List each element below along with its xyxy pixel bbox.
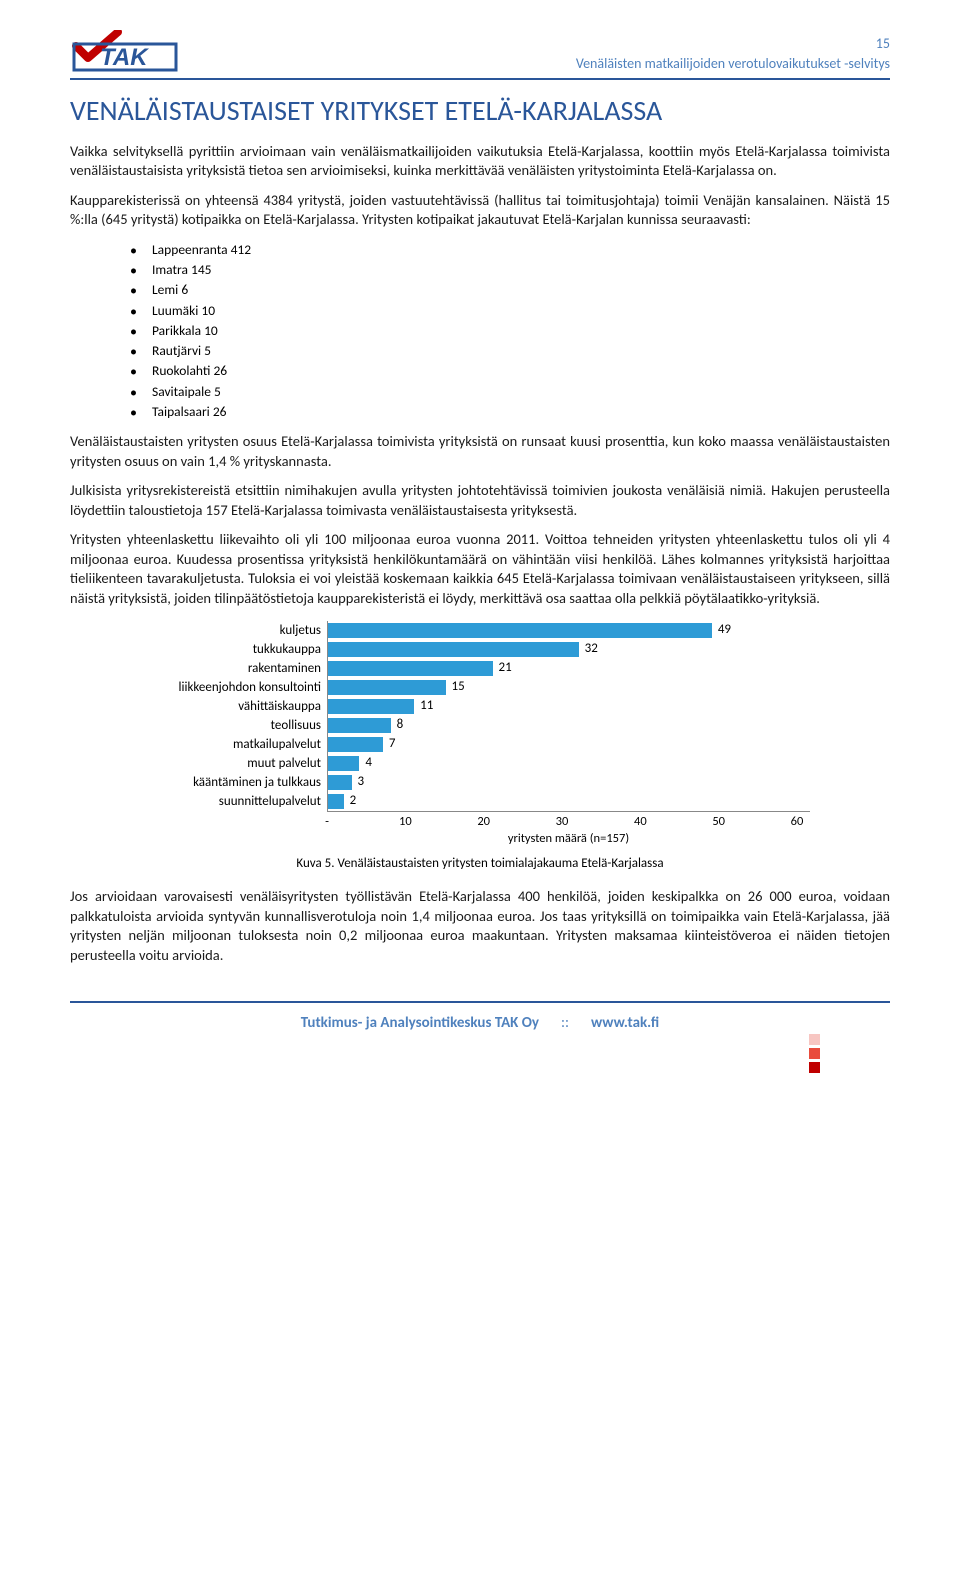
city-list: Lappeenranta 412Imatra 145Lemi 6Luumäki … xyxy=(70,240,890,422)
chart-bar xyxy=(328,680,446,695)
chart-bars-area: 493221151187432 xyxy=(327,621,810,811)
list-item: Ruokolahti 26 xyxy=(130,361,890,381)
chart-bar-row: 8 xyxy=(328,716,810,735)
footer-square-icon xyxy=(809,1048,820,1059)
footer-square-icon xyxy=(809,1034,820,1045)
chart-bar-row: 4 xyxy=(328,754,810,773)
chart-x-tick: - xyxy=(325,814,329,831)
chart-x-axis-title: yritysten määrä (n=157) xyxy=(327,831,810,848)
chart-bar xyxy=(328,794,344,809)
page-title: VENÄLÄISTAUSTAISET YRITYKSET ETELÄ-KARJA… xyxy=(70,94,890,128)
list-item: Parikkala 10 xyxy=(130,321,890,341)
chart-category-label: kääntäminen ja tulkkaus xyxy=(150,773,321,792)
chart-bar-row: 11 xyxy=(328,697,810,716)
list-item: Lemi 6 xyxy=(130,280,890,300)
paragraph-3: Venäläistaustaisten yritysten osuus Etel… xyxy=(70,432,890,471)
chart-bar-row: 7 xyxy=(328,735,810,754)
logo: TAK xyxy=(70,30,180,74)
chart-x-tick: 60 xyxy=(791,814,804,831)
chart-bar-value: 32 xyxy=(585,640,598,658)
chart-bar-row: 3 xyxy=(328,773,810,792)
header-subtitle: Venäläisten matkailijoiden verotulovaiku… xyxy=(576,55,890,74)
chart-bar-value: 49 xyxy=(718,621,731,639)
list-item: Lappeenranta 412 xyxy=(130,240,890,260)
chart-bar-value: 11 xyxy=(420,697,433,715)
chart-bar xyxy=(328,756,359,771)
chart-bar xyxy=(328,642,579,657)
list-item: Luumäki 10 xyxy=(130,301,890,321)
chart-bar-value: 2 xyxy=(350,792,357,810)
chart-category-label: matkailupalvelut xyxy=(150,735,321,754)
svg-text:TAK: TAK xyxy=(100,44,149,71)
chart-category-label: muut palvelut xyxy=(150,754,321,773)
chart-bar xyxy=(328,661,493,676)
chart-category-label: suunnittelupalvelut xyxy=(150,792,321,811)
chart-x-tick: 40 xyxy=(634,814,647,831)
chart-bar xyxy=(328,699,414,714)
chart-category-label: kuljetus xyxy=(150,621,321,640)
paragraph-2: Kaupparekisterissä on yhteensä 4384 yrit… xyxy=(70,191,890,230)
chart-bar-row: 15 xyxy=(328,678,810,697)
chart-bar xyxy=(328,718,391,733)
footer-separator: :: xyxy=(561,1013,569,1033)
chart-category-label: vähittäiskauppa xyxy=(150,697,321,716)
chart-bar-value: 15 xyxy=(452,678,465,696)
footer: Tutkimus- ja Analysointikeskus TAK Oy ::… xyxy=(70,1001,890,1033)
chart-x-axis: - 10 20 30 40 50 60 xyxy=(327,811,810,829)
list-item: Imatra 145 xyxy=(130,260,890,280)
chart-x-tick: 20 xyxy=(477,814,490,831)
list-item: Taipalsaari 26 xyxy=(130,402,890,422)
list-item: Savitaipale 5 xyxy=(130,382,890,402)
page-number: 15 xyxy=(876,35,890,54)
chart-y-labels: kuljetustukkukaupparakentaminenliikkeenj… xyxy=(150,621,327,811)
chart-bar-row: 2 xyxy=(328,792,810,811)
header-right: 15 Venäläisten matkailijoiden verotulova… xyxy=(576,35,890,74)
footer-company: Tutkimus- ja Analysointikeskus TAK Oy xyxy=(301,1013,539,1033)
chart-category-label: liikkeenjohdon konsultointi xyxy=(150,678,321,697)
footer-square-icon xyxy=(809,1062,820,1073)
chart-bar xyxy=(328,737,383,752)
chart-category-label: teollisuus xyxy=(150,716,321,735)
chart-bar-row: 32 xyxy=(328,640,810,659)
footer-url: www.tak.fi xyxy=(591,1013,659,1033)
paragraph-6: Jos arvioidaan varovaisesti venäläisyrit… xyxy=(70,887,890,965)
chart-x-tick: 10 xyxy=(399,814,412,831)
chart-bar-row: 21 xyxy=(328,659,810,678)
paragraph-1: Vaikka selvityksellä pyrittiin arvioimaa… xyxy=(70,142,890,181)
chart-x-tick: 50 xyxy=(712,814,725,831)
chart-category-label: tukkukauppa xyxy=(150,640,321,659)
chart-bar-value: 7 xyxy=(389,735,396,753)
chart-bar-value: 8 xyxy=(397,716,404,734)
chart-bar-row: 49 xyxy=(328,621,810,640)
chart-category-label: rakentaminen xyxy=(150,659,321,678)
paragraph-4: Julkisista yritysrekistereistä etsittiin… xyxy=(70,481,890,520)
paragraph-5: Yritysten yhteenlaskettu liikevaihto oli… xyxy=(70,530,890,608)
chart-bar xyxy=(328,623,712,638)
header-rule xyxy=(70,78,890,80)
chart-bar-value: 3 xyxy=(358,773,365,791)
chart-bar-value: 21 xyxy=(499,659,512,677)
chart-x-tick: 30 xyxy=(556,814,569,831)
industry-bar-chart: kuljetustukkukaupparakentaminenliikkeenj… xyxy=(150,621,810,848)
chart-caption: Kuva 5. Venäläistaustaisten yritysten to… xyxy=(70,855,890,873)
chart-bar xyxy=(328,775,352,790)
footer-decoration-icon xyxy=(809,1034,820,1073)
chart-bar-value: 4 xyxy=(365,754,372,772)
list-item: Rautjärvi 5 xyxy=(130,341,890,361)
